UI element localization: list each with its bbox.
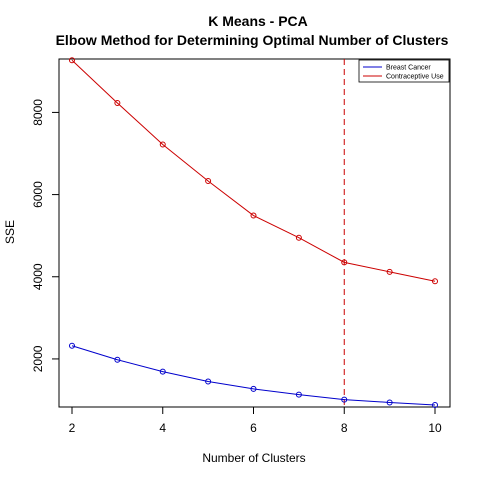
point-contraceptive-use-10 bbox=[432, 278, 438, 285]
chart-subtitle: Elbow Method for Determining Optimal Num… bbox=[56, 32, 449, 48]
point-contraceptive-use-7 bbox=[295, 234, 302, 241]
point-contraceptive-use-2 bbox=[69, 57, 75, 64]
point-breast-cancer-2 bbox=[69, 342, 75, 349]
y-tick-label-1: 4000 bbox=[31, 263, 45, 290]
y-axis-label: SSE bbox=[3, 220, 17, 244]
legend-label-contraceptive-use: Contraceptive Use bbox=[386, 74, 444, 81]
point-breast-cancer-6 bbox=[250, 385, 257, 392]
point-breast-cancer-10 bbox=[432, 401, 438, 408]
point-contraceptive-use-8 bbox=[341, 259, 348, 266]
plot-frame bbox=[58, 58, 451, 408]
point-contraceptive-use-3 bbox=[114, 99, 121, 106]
x-tick-label-4: 10 bbox=[428, 421, 442, 435]
point-contraceptive-use-6 bbox=[250, 212, 257, 219]
point-breast-cancer-3 bbox=[114, 356, 121, 363]
point-breast-cancer-9 bbox=[386, 399, 393, 406]
point-contraceptive-use-5 bbox=[205, 178, 212, 185]
series-line-contraceptive-use bbox=[71, 59, 436, 282]
series-layer bbox=[69, 57, 438, 408]
y-tick-label-0: 2000 bbox=[31, 345, 45, 372]
point-breast-cancer-7 bbox=[295, 391, 302, 398]
point-contraceptive-use-9 bbox=[386, 268, 393, 275]
x-tick-label-0: 2 bbox=[69, 421, 76, 435]
legend-label-breast-cancer: Breast Cancer bbox=[386, 65, 431, 72]
chart-title: K Means - PCA bbox=[208, 13, 308, 29]
x-tick-label-2: 6 bbox=[250, 421, 257, 435]
y-tick-label-2: 6000 bbox=[31, 181, 45, 208]
point-breast-cancer-4 bbox=[159, 368, 166, 375]
x-tick-label-1: 4 bbox=[159, 421, 166, 435]
y-tick-label-3: 8000 bbox=[31, 99, 45, 126]
x-tick-label-3: 8 bbox=[341, 421, 348, 435]
point-breast-cancer-8 bbox=[341, 396, 348, 403]
point-contraceptive-use-4 bbox=[159, 141, 166, 148]
point-breast-cancer-5 bbox=[205, 378, 212, 385]
axes: 2 4 6 8 10 2000 4000 6000 8000 bbox=[31, 99, 442, 435]
x-axis-label: Number of Clusters bbox=[202, 451, 305, 465]
legend: Breast Cancer Contraceptive Use bbox=[358, 59, 450, 83]
series-line-breast-cancer bbox=[71, 345, 436, 406]
